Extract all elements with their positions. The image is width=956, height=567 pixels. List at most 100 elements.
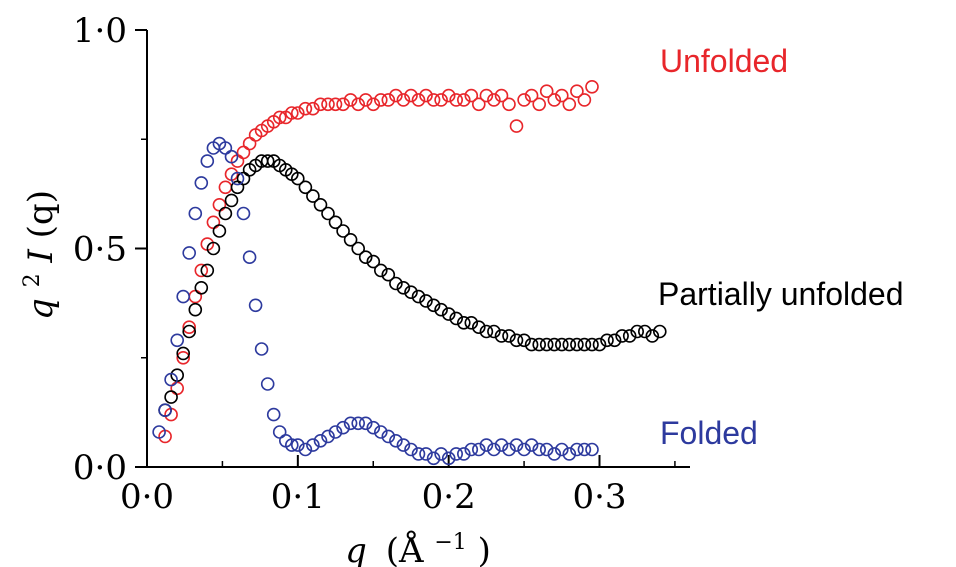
data-point <box>419 88 433 103</box>
data-point <box>358 416 373 431</box>
data-point <box>502 329 516 343</box>
data-point <box>600 333 614 348</box>
data-point <box>373 425 388 439</box>
y-tick-label: 0·0 <box>73 448 127 488</box>
data-point <box>284 106 299 120</box>
data-point <box>260 377 275 391</box>
data-point <box>182 324 196 339</box>
data-point <box>321 206 335 221</box>
data-point <box>321 97 335 112</box>
data-point <box>381 93 396 107</box>
data-point <box>607 333 622 348</box>
series-label: Partially unfolded <box>658 276 903 312</box>
data-point <box>373 93 388 107</box>
data-point <box>272 425 287 439</box>
data-point <box>194 263 209 278</box>
data-point <box>532 442 547 457</box>
data-point <box>554 337 569 352</box>
data-point <box>242 136 257 151</box>
data-point <box>524 337 539 352</box>
series-label: Unfolded <box>660 43 788 79</box>
data-point <box>441 307 456 321</box>
data-point <box>396 438 411 452</box>
x-tick-label: 0·2 <box>422 477 476 517</box>
data-point <box>487 93 501 107</box>
data-point <box>539 337 554 352</box>
data-point <box>260 154 275 168</box>
data-point <box>236 145 251 160</box>
data-point <box>652 324 667 339</box>
data-point <box>336 420 350 435</box>
data-point <box>212 198 227 212</box>
data-point <box>152 425 166 439</box>
data-point <box>464 315 479 330</box>
data-point <box>200 263 215 278</box>
data-point <box>328 97 343 112</box>
data-point <box>313 97 328 112</box>
data-point <box>585 80 599 94</box>
data-point <box>404 285 418 300</box>
series-2 <box>152 136 599 466</box>
data-point <box>517 333 531 348</box>
data-point <box>194 280 209 295</box>
data-point <box>366 420 381 435</box>
series-1 <box>158 154 667 418</box>
data-point <box>266 407 281 422</box>
data-points <box>152 80 667 466</box>
data-point <box>328 425 343 439</box>
ticks: 0·0 0·1 0·2 0·3 0·0 0·5 1·0 <box>73 11 676 517</box>
data-point <box>570 337 584 352</box>
data-point <box>637 324 652 339</box>
data-point <box>164 390 178 404</box>
data-point <box>298 101 313 116</box>
data-point <box>479 88 494 103</box>
data-point <box>539 442 554 457</box>
data-point <box>411 93 426 107</box>
data-point <box>389 276 403 291</box>
data-point <box>343 233 358 247</box>
data-point <box>306 189 320 203</box>
data-point <box>532 97 547 112</box>
data-point <box>188 289 203 304</box>
data-point <box>182 246 196 260</box>
data-point <box>176 289 190 304</box>
data-point <box>158 403 172 418</box>
data-point <box>562 97 577 112</box>
data-point <box>645 329 660 343</box>
data-point <box>290 171 305 186</box>
data-point <box>224 193 239 208</box>
data-point <box>236 206 251 221</box>
data-point <box>456 447 471 461</box>
data-point <box>547 337 562 352</box>
data-point <box>517 93 531 107</box>
data-point <box>248 298 263 313</box>
data-point <box>517 442 531 457</box>
data-point <box>224 149 239 164</box>
data-point <box>194 176 209 190</box>
data-point <box>585 442 599 457</box>
data-point <box>373 263 388 278</box>
data-point <box>206 215 221 230</box>
data-point <box>218 180 233 195</box>
y-tick-label: 1·0 <box>73 11 127 51</box>
data-point <box>570 84 584 98</box>
data-point <box>419 294 433 308</box>
data-point <box>592 337 607 352</box>
data-point <box>630 324 645 339</box>
data-point <box>622 329 637 343</box>
data-point <box>577 93 592 107</box>
data-point <box>471 97 486 112</box>
x-tick-label: 0·1 <box>271 477 325 517</box>
data-point <box>176 350 190 365</box>
data-point <box>188 302 203 317</box>
series-labels: Unfolded Partially unfolded Folded <box>658 43 903 451</box>
data-point <box>290 438 305 452</box>
data-point <box>426 451 441 466</box>
data-point <box>532 337 547 352</box>
data-point <box>554 88 569 103</box>
data-point <box>230 171 245 186</box>
data-point <box>328 215 343 230</box>
data-point <box>284 438 299 452</box>
data-point <box>358 93 373 107</box>
data-point <box>539 84 554 98</box>
